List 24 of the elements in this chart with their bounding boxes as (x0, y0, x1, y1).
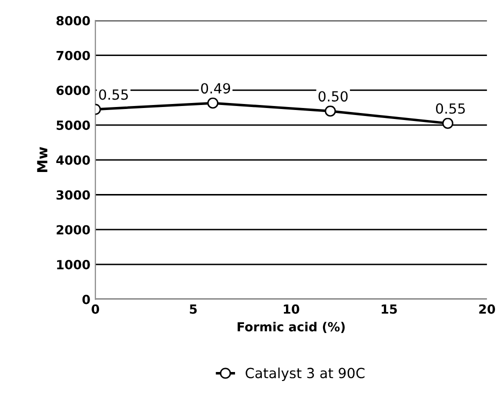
point (324, 106, 336, 117)
x-tick-label: 0 (92, 304, 100, 314)
y-tick-label: 1000 (57, 260, 90, 270)
annotation: 0.50 (318, 91, 348, 102)
y-tick-label: 0 (82, 294, 90, 304)
y-tick-label: 4000 (56, 155, 90, 165)
y-tick-label: 7000 (56, 50, 90, 60)
x-tick-label: 5 (190, 304, 197, 314)
y-tick-label: 3000 (56, 190, 90, 200)
y-axis-title: Mw (37, 147, 48, 172)
x-axis-title: Formic acid (%) (238, 322, 345, 333)
x-tick-label: 20 (479, 304, 496, 314)
y-tick-label: 5000 (56, 120, 90, 130)
point (442, 118, 454, 129)
annotation: 0.49 (201, 83, 230, 94)
x-tick-label: 15 (382, 304, 397, 314)
legend-label: Catalyst 3 at 90C (246, 368, 364, 381)
y-tick-label: 2000 (56, 225, 90, 235)
x-tick-label: 10 (284, 304, 300, 314)
annotation: 0.55 (436, 103, 465, 114)
y-tick-label: 8000 (56, 16, 90, 26)
y-tick-label: 6000 (56, 86, 90, 96)
annotation: 0.55 (99, 89, 128, 100)
point (207, 98, 218, 109)
